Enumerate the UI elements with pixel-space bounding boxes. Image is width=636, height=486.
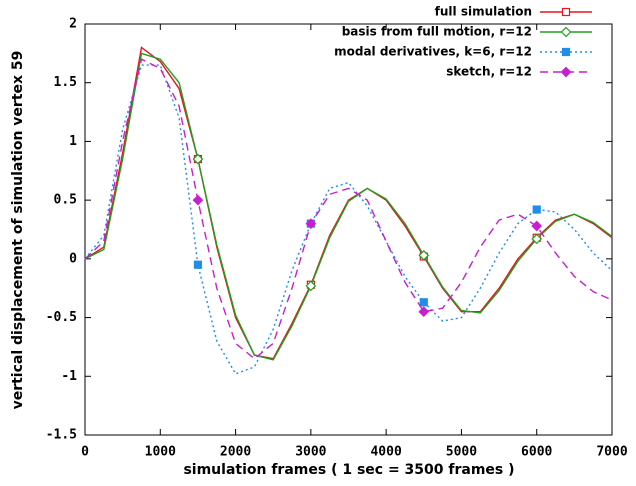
x-tick-label: 5000 (446, 445, 477, 460)
y-tick-label: 2 (69, 17, 77, 32)
y-tick-label: 0 (69, 251, 77, 266)
data-point (418, 306, 430, 318)
data-point (531, 233, 543, 245)
y-tick-label: 1.5 (54, 75, 77, 90)
x-tick-label: 3000 (295, 445, 326, 460)
data-point (531, 220, 543, 232)
x-tick-label: 4000 (370, 445, 401, 460)
x-tick-label: 2000 (220, 445, 251, 460)
legend-label: full simulation (435, 5, 532, 19)
x-axis-label: simulation frames ( 1 sec = 3500 frames … (183, 462, 514, 478)
x-tick-label: 7000 (596, 445, 627, 460)
series-line (84, 64, 613, 375)
legend-label: modal derivatives, k=6, r=12 (334, 45, 532, 59)
data-point (193, 260, 203, 269)
legend-marker (560, 66, 572, 78)
legend-marker (561, 47, 571, 57)
plot-frame (84, 23, 613, 436)
data-point (305, 280, 317, 292)
y-axis-label: vertical displacement of simulation vert… (10, 51, 26, 410)
data-point (532, 205, 541, 214)
y-tick-label: -1.5 (46, 428, 77, 443)
legend-label: sketch, r=12 (446, 65, 532, 79)
legend-label: basis from full motion, r=12 (342, 25, 532, 39)
y-tick-label: -0.5 (46, 310, 77, 325)
data-point (418, 249, 430, 261)
x-tick-label: 0 (81, 445, 89, 460)
data-point (419, 298, 428, 307)
y-tick-label: -1 (61, 369, 77, 384)
x-tick-label: 6000 (521, 445, 552, 460)
series-line (84, 58, 613, 360)
data-point (192, 194, 204, 206)
y-tick-label: 1 (69, 134, 77, 149)
series-line (84, 52, 613, 361)
data-point (192, 153, 204, 165)
series-line (84, 46, 613, 360)
y-tick-label: 0.5 (54, 193, 77, 208)
data-point (305, 218, 317, 229)
x-tick-label: 1000 (145, 445, 176, 460)
legend-marker (560, 26, 572, 38)
legend-marker (561, 7, 571, 17)
